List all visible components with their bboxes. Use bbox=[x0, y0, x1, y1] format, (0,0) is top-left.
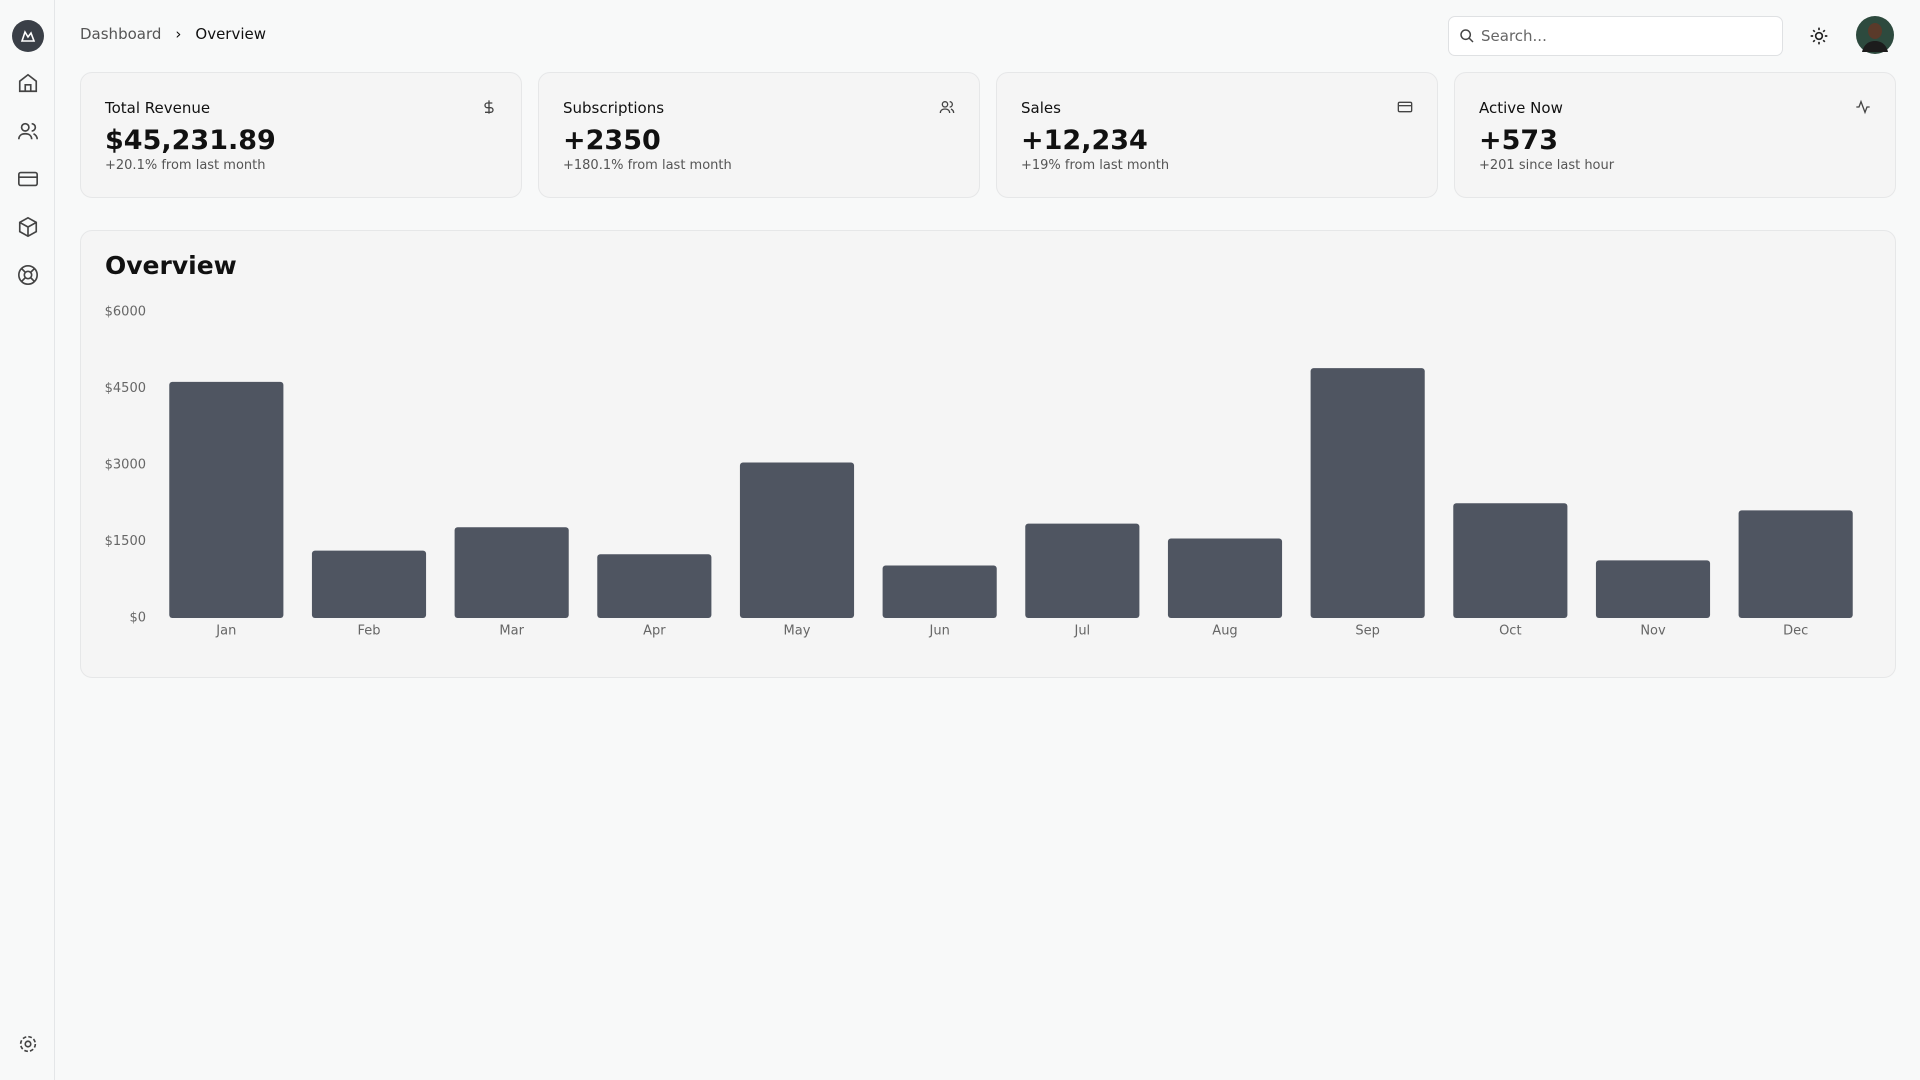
users-icon[interactable] bbox=[17, 120, 39, 142]
bar bbox=[1738, 510, 1853, 618]
chart-title: Overview bbox=[105, 251, 237, 280]
card-title: Sales bbox=[1021, 99, 1061, 117]
overview-card: Overview $0 $1500 $3000 $4500 $6000 Jan Feb Mar… bbox=[80, 230, 1896, 678]
search-icon bbox=[1460, 29, 1474, 43]
x-tick-label: Feb bbox=[357, 624, 380, 639]
separator: › bbox=[175, 25, 182, 43]
y-tick-label: $6000 bbox=[105, 305, 146, 320]
bar bbox=[1310, 368, 1425, 618]
y-tick-label: $0 bbox=[129, 611, 146, 626]
card-title: Subscriptions bbox=[563, 99, 665, 117]
stat-card: Total Revenue $45,231.89 +20.1% from las… bbox=[80, 72, 522, 198]
y-tick-label: $3000 bbox=[105, 458, 146, 473]
sidebar bbox=[0, 0, 55, 1080]
card-icon bbox=[484, 100, 494, 114]
y-tick-label: $4500 bbox=[105, 381, 146, 396]
x-tick-label: Aug bbox=[1212, 624, 1237, 639]
card-change: +180.1% from last month bbox=[563, 158, 732, 173]
x-tick-label: Dec bbox=[1783, 624, 1808, 639]
x-tick-label: Oct bbox=[1499, 624, 1521, 639]
bar bbox=[597, 554, 712, 618]
settings-icon[interactable] bbox=[17, 1033, 39, 1055]
card-title: Active Now bbox=[1479, 99, 1563, 117]
x-tick-label: Jan bbox=[215, 624, 236, 639]
card-icon bbox=[939, 101, 955, 114]
support-icon[interactable] bbox=[17, 264, 39, 286]
card-change: +20.1% from last month bbox=[105, 158, 266, 173]
x-tick-label: Sep bbox=[1355, 624, 1380, 639]
stat-card: Active Now +573 +201 since last hour bbox=[1454, 72, 1896, 198]
breadcrumb: Dashboard › Overview bbox=[80, 25, 266, 43]
card-value: $45,231.89 bbox=[105, 125, 276, 156]
card-value: +573 bbox=[1479, 125, 1558, 156]
logo[interactable] bbox=[12, 20, 44, 52]
x-tick-label: Nov bbox=[1640, 624, 1666, 639]
bar bbox=[739, 462, 855, 618]
x-tick-label: May bbox=[784, 624, 811, 639]
card-change: +19% from last month bbox=[1021, 158, 1170, 173]
stat-card: Subscriptions +2350 +180.1% from last mo… bbox=[538, 72, 980, 198]
package-icon[interactable] bbox=[17, 216, 39, 238]
bar bbox=[311, 550, 427, 618]
card-value: +12,234 bbox=[1021, 125, 1148, 156]
bar bbox=[454, 527, 569, 618]
x-tick-label: Mar bbox=[499, 624, 524, 639]
card-title: Total Revenue bbox=[105, 99, 211, 117]
search-placeholder: Search... bbox=[1481, 27, 1547, 45]
bar bbox=[1595, 560, 1711, 618]
card-icon bbox=[1856, 99, 1870, 115]
avatar[interactable] bbox=[1856, 16, 1894, 54]
breadcrumb-link[interactable]: Dashboard bbox=[80, 25, 162, 43]
bar bbox=[1025, 523, 1140, 618]
search-box[interactable]: Search... bbox=[1448, 16, 1783, 56]
x-tick-label: Jun bbox=[929, 624, 950, 639]
x-tick-label: Jul bbox=[1073, 624, 1090, 639]
chart: Overview $0 $1500 $3000 $4500 $6000 Jan Feb Mar… bbox=[105, 251, 1853, 639]
bar bbox=[1453, 503, 1568, 618]
y-tick-label: $1500 bbox=[105, 534, 146, 549]
card-icon[interactable] bbox=[17, 168, 39, 190]
bar bbox=[169, 381, 284, 618]
bar bbox=[882, 565, 997, 618]
card-icon bbox=[1397, 101, 1413, 113]
card-value: +2350 bbox=[563, 125, 661, 156]
card-change: +201 since last hour bbox=[1479, 158, 1615, 173]
breadcrumb-current: Overview bbox=[195, 25, 267, 43]
x-tick-label: Apr bbox=[643, 624, 666, 639]
theme-toggle[interactable] bbox=[1809, 26, 1829, 46]
stat-card: Sales +12,234 +19% from last month bbox=[996, 72, 1438, 198]
home-icon[interactable] bbox=[17, 72, 39, 94]
bar bbox=[1167, 538, 1283, 618]
